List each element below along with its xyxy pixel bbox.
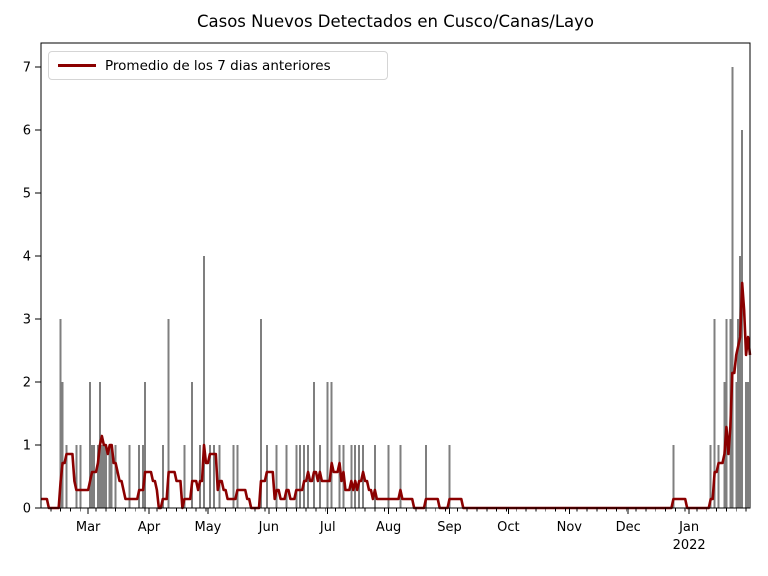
daily-cases-bar <box>75 445 78 508</box>
x-tick-label: Oct <box>497 520 519 535</box>
y-tick-label: 4 <box>23 249 31 264</box>
daily-cases-bar <box>350 445 353 508</box>
daily-cases-bar <box>93 445 95 508</box>
daily-cases-bar <box>747 382 749 508</box>
daily-cases-bar <box>299 445 302 508</box>
bars-layer <box>59 66 749 509</box>
daily-cases-bar <box>208 445 211 508</box>
y-axis-labels: 0 1 2 3 4 5 6 7 <box>23 60 31 516</box>
daily-cases-bar <box>138 445 141 508</box>
plot-spines <box>40 42 751 509</box>
daily-cases-bar <box>114 445 117 508</box>
daily-cases-bar <box>161 445 164 508</box>
daily-cases-bar <box>97 445 99 508</box>
daily-cases-bar <box>110 445 113 508</box>
x-tick-label: Jan <box>678 520 699 535</box>
daily-cases-bar <box>191 382 194 508</box>
daily-cases-bar <box>725 319 728 508</box>
x-tick-label: Sep <box>437 520 462 535</box>
daily-cases-bar <box>104 445 107 508</box>
daily-cases-bar <box>108 445 111 508</box>
daily-cases-bar <box>303 445 306 508</box>
daily-cases-bar <box>448 445 451 508</box>
daily-cases-bar <box>295 445 298 508</box>
x-tick-label: Aug <box>376 520 401 535</box>
y-tick-label: 7 <box>23 60 31 75</box>
daily-cases-bar <box>731 66 734 509</box>
daily-cases-bar <box>313 382 315 508</box>
daily-cases-bar <box>100 445 103 508</box>
daily-cases-bar <box>387 445 390 508</box>
y-tick-label: 5 <box>23 186 31 201</box>
daily-cases-bar <box>735 382 738 508</box>
daily-cases-bar <box>713 319 716 508</box>
daily-cases-bar <box>59 319 62 508</box>
daily-cases-bar <box>330 382 333 508</box>
x-tick-label: Jul <box>319 520 336 535</box>
legend-line-swatch <box>58 64 96 67</box>
daily-cases-bar <box>89 382 92 508</box>
x-tick-label: Apr <box>138 520 161 535</box>
daily-cases-bar <box>737 319 740 508</box>
daily-cases-bar <box>102 445 105 508</box>
daily-cases-bar <box>745 382 748 508</box>
daily-cases-bar <box>61 382 64 508</box>
daily-cases-bar <box>260 319 262 508</box>
daily-cases-bar <box>199 445 202 508</box>
legend-label: Promedio de los 7 dias anteriores <box>105 57 331 74</box>
x-tick-year-label: 2022 <box>673 538 706 553</box>
x-tick-label: Nov <box>557 520 583 535</box>
daily-cases-bar <box>373 445 376 508</box>
daily-cases-bar <box>65 445 68 508</box>
daily-cases-bar <box>399 445 402 508</box>
plot-border <box>40 42 751 509</box>
average-line <box>41 281 752 510</box>
daily-cases-bar <box>275 445 278 508</box>
daily-cases-bar <box>144 382 147 508</box>
x-tick-label: Dec <box>616 520 641 535</box>
y-tick-label: 6 <box>23 123 31 138</box>
y-tick-label: 2 <box>23 375 31 390</box>
average-line-layer <box>41 281 752 510</box>
daily-cases-bar <box>338 445 341 508</box>
daily-cases-bar <box>218 445 221 508</box>
daily-cases-bar <box>236 445 239 508</box>
daily-cases-bar <box>717 445 720 508</box>
x-axis-ticks <box>50 508 747 514</box>
chart-title: Casos Nuevos Detectados en Cusco/Canas/L… <box>196 12 595 31</box>
daily-cases-bar <box>232 445 235 508</box>
daily-cases-bar <box>354 445 357 508</box>
y-tick-label: 0 <box>23 502 31 517</box>
daily-cases-bar <box>79 445 82 508</box>
daily-cases-bar <box>167 319 170 508</box>
daily-cases-bar <box>212 445 215 508</box>
daily-cases-bar <box>285 445 288 508</box>
daily-cases-bar <box>739 256 742 508</box>
daily-cases-bar <box>326 382 329 508</box>
legend: Promedio de los 7 dias anteriores <box>48 51 388 80</box>
x-tick-label: Mar <box>76 520 101 535</box>
daily-cases-bar <box>128 445 131 508</box>
daily-cases-bar <box>709 445 712 508</box>
daily-cases-bar <box>142 445 145 508</box>
daily-cases-bar <box>424 445 427 508</box>
daily-cases-bar <box>203 256 205 508</box>
daily-cases-bar <box>183 445 186 508</box>
y-axis-ticks <box>35 66 41 509</box>
daily-cases-bar <box>358 445 361 508</box>
y-tick-label: 1 <box>23 438 31 453</box>
x-tick-label: Jun <box>258 520 279 535</box>
x-axis-labels: Mar Apr May Jun Jul Aug Sep Oct Nov Dec Jan 2022 <box>76 520 706 553</box>
daily-cases-bar <box>672 445 675 508</box>
x-tick-label: May <box>194 520 221 535</box>
y-tick-label: 3 <box>23 312 31 327</box>
